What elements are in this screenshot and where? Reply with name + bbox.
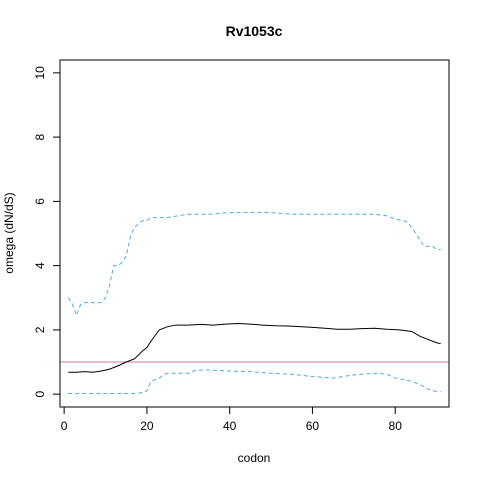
x-tick-label: 0: [61, 419, 68, 433]
y-tick-label: 6: [33, 198, 47, 205]
x-axis: 0 20 40 60 80: [61, 406, 403, 433]
y-tick-label: 8: [33, 133, 47, 140]
series-line-1: [68, 322, 441, 373]
y-tick-label: 10: [33, 66, 47, 80]
x-axis-label: codon: [238, 451, 271, 465]
x-tick-label: 40: [223, 419, 237, 433]
y-tick-label: 2: [33, 326, 47, 333]
x-tick-label: 20: [140, 419, 154, 433]
chart-title: Rv1053c: [226, 23, 283, 39]
series-line-3: [68, 369, 441, 395]
x-tick-label: 60: [306, 419, 320, 433]
y-tick-label: 0: [33, 390, 47, 397]
x-tick-label: 80: [389, 419, 403, 433]
y-axis-label: omega (dN/dS): [2, 192, 16, 273]
y-axis: 0 2 4 6 8 10: [33, 66, 61, 397]
plot-area: [60, 212, 449, 395]
series-line-2: [67, 212, 441, 317]
y-tick-label: 4: [33, 262, 47, 269]
